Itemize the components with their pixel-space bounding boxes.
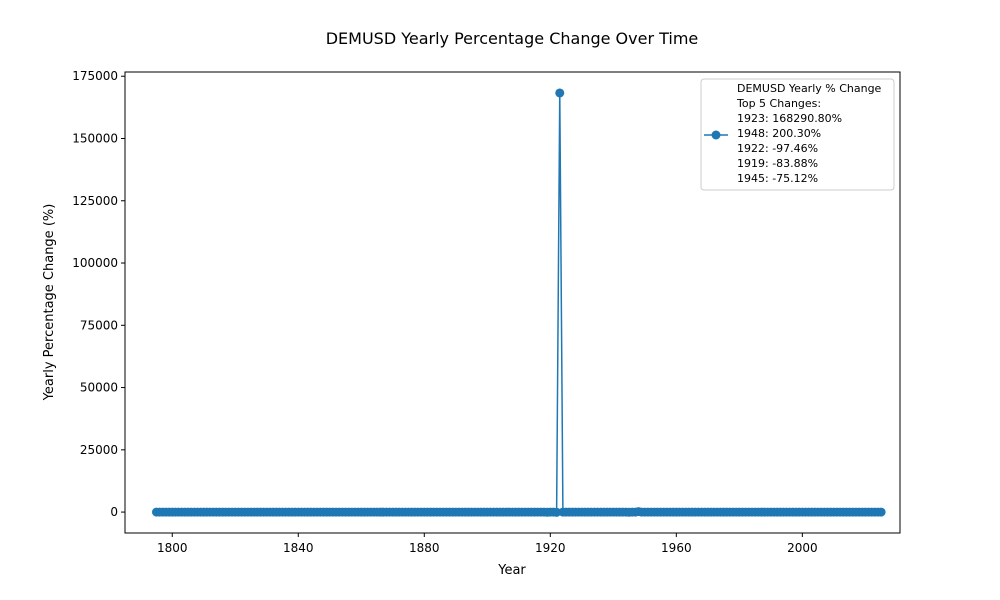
legend-line: Top 5 Changes:: [736, 97, 821, 110]
x-axis-label: Year: [497, 563, 526, 578]
y-tick-label: 125000: [72, 194, 118, 208]
y-tick-label: 25000: [80, 443, 118, 457]
legend-line: 1923: 168290.80%: [737, 112, 842, 125]
legend-line: DEMUSD Yearly % Change: [737, 82, 882, 95]
legend-line: 1922: -97.46%: [737, 142, 818, 155]
legend-line: 1919: -83.88%: [737, 157, 818, 170]
y-tick-label: 100000: [72, 256, 118, 270]
y-tick-label: 75000: [80, 318, 118, 332]
data-point: [555, 88, 565, 98]
legend-line: 1945: -75.12%: [737, 172, 818, 185]
x-tick-label: 1880: [409, 541, 440, 555]
legend-marker-swatch: [711, 130, 721, 140]
y-axis: 0 25000 50000 75000 100000 125000 150000 175000: [72, 69, 125, 519]
x-axis: 1800 1840 1880 1920 1960 2000: [157, 533, 818, 555]
legend: DEMUSD Yearly % Change Top 5 Changes: 19…: [700, 78, 895, 191]
x-tick-label: 1840: [283, 541, 314, 555]
y-tick-label: 150000: [72, 131, 118, 145]
x-tick-label: 1960: [661, 541, 692, 555]
plot-area: [124, 71, 901, 534]
y-tick-label: 50000: [80, 381, 118, 395]
x-tick-label: 2000: [787, 541, 818, 555]
legend-box: [700, 78, 895, 191]
x-tick-label: 1800: [157, 541, 188, 555]
y-tick-label: 0: [110, 505, 118, 519]
y-axis-label: Yearly Percentage Change (%): [42, 204, 57, 402]
series-layer: [152, 88, 886, 517]
data-point: [552, 507, 562, 517]
x-tick-label: 1920: [535, 541, 566, 555]
y-tick-label: 175000: [72, 69, 118, 83]
plot-frame: [124, 71, 901, 534]
data-point: [876, 507, 886, 517]
legend-line: 1948: 200.30%: [737, 127, 821, 140]
chart-title: DEMUSD Yearly Percentage Change Over Tim…: [326, 29, 699, 48]
